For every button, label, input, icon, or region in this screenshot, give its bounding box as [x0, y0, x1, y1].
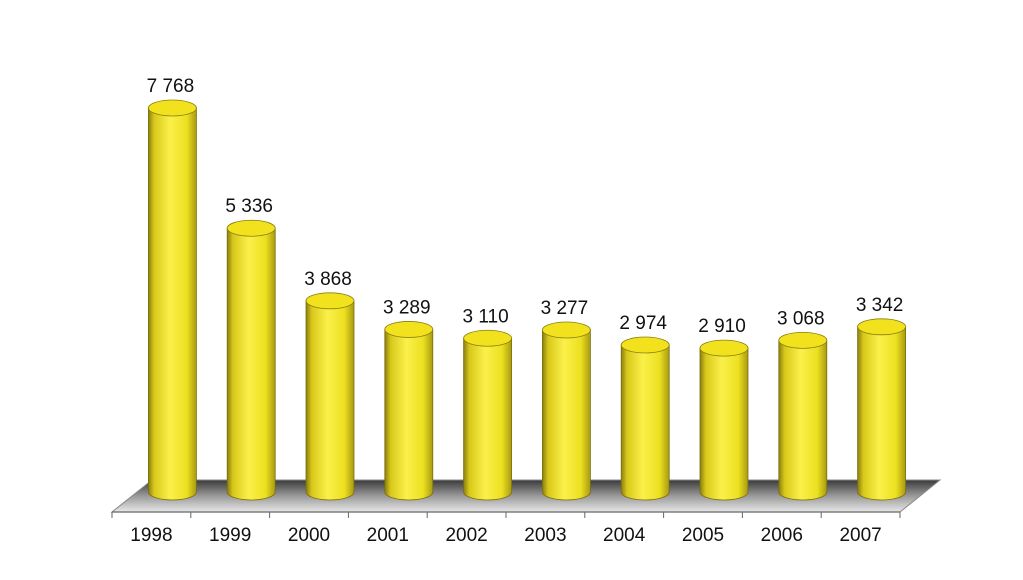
- cylinder: [620, 344, 670, 501]
- x-tick-label: 2004: [603, 525, 646, 546]
- x-tick-label: 2007: [839, 525, 881, 546]
- cylinder-top: [699, 339, 749, 357]
- cylinder-top: [147, 99, 197, 117]
- x-tick-label: 2001: [367, 525, 409, 546]
- x-tick-label: 2000: [288, 525, 330, 546]
- value-label: 3 868: [304, 269, 352, 290]
- cylinder-top: [226, 219, 276, 237]
- cylinder: [778, 339, 828, 501]
- x-tick-label: 1999: [209, 525, 251, 546]
- cylinder: [857, 326, 906, 501]
- value-label: 3 289: [383, 297, 431, 318]
- cylinder-top: [463, 329, 513, 347]
- x-tick-label: 2002: [445, 525, 487, 546]
- cylinder: [542, 329, 591, 501]
- cylinder: [148, 107, 197, 501]
- cylinder: [226, 227, 276, 501]
- cylinder: [305, 300, 355, 501]
- value-label: 3 342: [856, 295, 904, 316]
- cylinder-top: [857, 318, 906, 336]
- value-label: 3 068: [777, 308, 825, 329]
- value-label: 2 910: [698, 316, 746, 337]
- value-label: 5 336: [225, 196, 273, 217]
- cylinder: [384, 329, 434, 501]
- x-tick-label: 2003: [524, 525, 566, 546]
- cylinder: [463, 337, 512, 501]
- cylinder: [699, 347, 749, 501]
- x-tick-label: 1998: [130, 525, 172, 546]
- value-label: 3 110: [463, 306, 509, 327]
- cylinder-top: [778, 331, 828, 349]
- cylinder-top: [542, 321, 591, 339]
- x-tick-label: 2005: [682, 525, 724, 546]
- cylinder-top: [620, 336, 670, 354]
- cylinder-top: [384, 321, 434, 338]
- value-label: 2 974: [619, 313, 667, 334]
- value-label: 3 277: [541, 298, 589, 319]
- value-label: 7 768: [147, 76, 195, 97]
- cylinder-top: [305, 292, 355, 310]
- x-tick-label: 2006: [761, 525, 803, 546]
